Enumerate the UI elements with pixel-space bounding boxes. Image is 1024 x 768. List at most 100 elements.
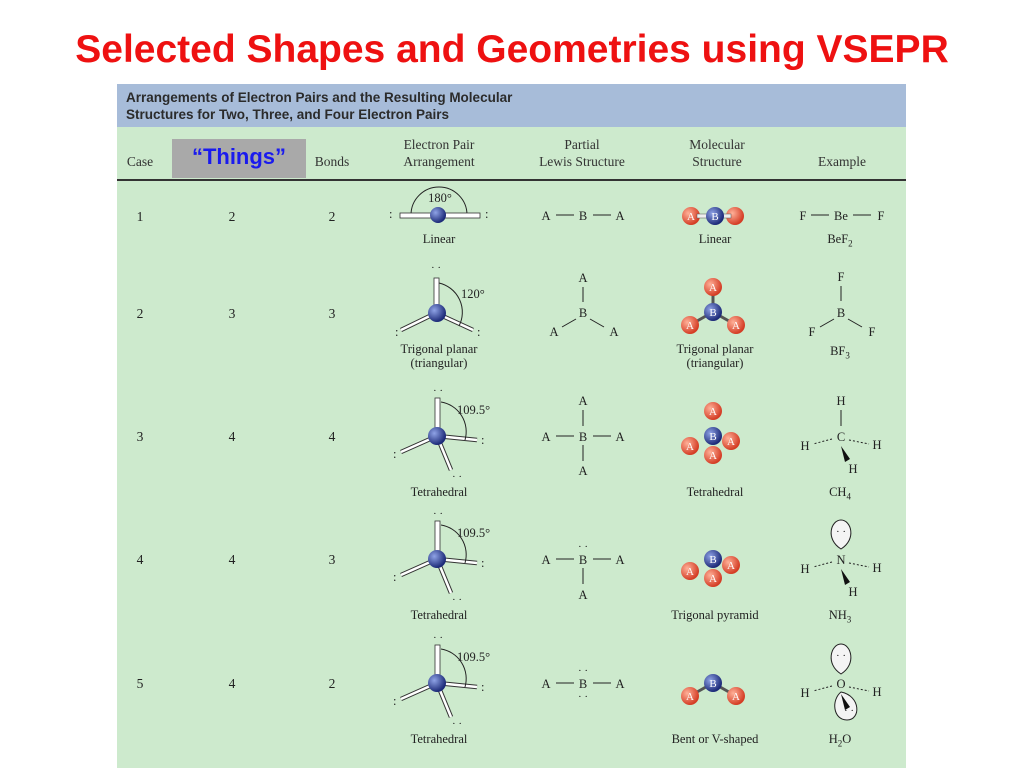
row3-example-formula: CH4 — [829, 485, 851, 502]
svg-text:· ·: · · — [433, 385, 443, 397]
header-arrangement-line2: Arrangement — [403, 154, 475, 169]
svg-text:Be: Be — [834, 209, 848, 223]
header-lewis-line2: Lewis Structure — [539, 154, 625, 169]
row4-molecular-model: B A A A — [681, 550, 740, 587]
row5-molecular-model: B A A — [681, 674, 745, 705]
row4-bonds: 3 — [328, 552, 336, 567]
svg-text:A: A — [541, 430, 550, 444]
row2-molecular-label: Trigonal planar (triangular) — [676, 342, 754, 370]
svg-text:H: H — [872, 561, 881, 575]
row1-case: 1 — [136, 209, 144, 224]
row4-arrangement-diagram: · · 109.5° : : · · — [393, 508, 490, 606]
header-molecular-line1: Molecular — [689, 137, 745, 152]
svg-text:· ·: · · — [836, 526, 846, 538]
svg-text:H: H — [872, 685, 881, 699]
row2-arrangement-diagram: · · 120° : : — [395, 262, 485, 339]
svg-text:A: A — [709, 406, 717, 418]
row1-arrangement-label: Linear — [422, 232, 456, 246]
svg-text:F: F — [809, 325, 816, 339]
svg-text:A: A — [615, 430, 624, 444]
svg-text:A: A — [732, 320, 740, 332]
header-molecular: Molecular Structure — [647, 136, 787, 170]
svg-text:A: A — [686, 441, 694, 453]
caption-line-2: Structures for Two, Three, and Four Elec… — [126, 107, 450, 122]
svg-text:N: N — [836, 553, 845, 567]
row4-lewis: · · A B A A — [541, 541, 624, 602]
row1-angle-label: 180° — [428, 191, 452, 205]
row3-arrangement-label: Tetrahedral — [410, 485, 468, 499]
svg-text:· ·: · · — [578, 691, 588, 703]
row5-angle-label: 109.5° — [457, 650, 490, 664]
row1-example-formula: BeF2 — [827, 232, 853, 249]
header-arrangement-line1: Electron Pair — [403, 137, 475, 152]
row5-molecular-label: Bent or V-shaped — [671, 732, 759, 746]
svg-text::: : — [481, 556, 484, 570]
row3-bonds: 4 — [328, 429, 336, 444]
row1-molecular-label: Linear — [698, 232, 732, 246]
svg-text:· ·: · · — [578, 665, 588, 677]
row3-molecular-model: A B A A A — [681, 402, 740, 464]
svg-text:· ·: · · — [836, 650, 846, 662]
svg-text::: : — [393, 694, 396, 708]
header-case: Case — [126, 154, 154, 169]
row2-case: 2 — [136, 306, 144, 321]
svg-text:H: H — [800, 686, 809, 700]
row3-arrangement-diagram: · · 109.5° : : · · — [393, 385, 490, 483]
svg-text:B: B — [709, 307, 716, 319]
svg-text:· ·: · · — [844, 705, 854, 717]
row5-arrangement-label: Tetrahedral — [410, 732, 468, 746]
table-caption: Arrangements of Electron Pairs and the R… — [117, 84, 906, 127]
row1-lewis: A B A — [541, 209, 624, 223]
header-things: “Things” — [191, 144, 287, 169]
svg-text:B: B — [837, 306, 845, 320]
svg-text:B: B — [579, 306, 587, 320]
svg-text:A: A — [609, 325, 618, 339]
row1-example-structure: F Be F — [800, 209, 885, 223]
svg-text:F: F — [800, 209, 807, 223]
svg-text:H: H — [800, 562, 809, 576]
row5-case: 5 — [136, 676, 144, 691]
row3-case: 3 — [136, 429, 144, 444]
caption-line-1: Arrangements of Electron Pairs and the R… — [126, 90, 513, 105]
row5-arrangement-diagram: · · 109.5° : : · · — [393, 632, 490, 730]
svg-text:· ·: · · — [578, 541, 588, 553]
row1-things: 2 — [228, 209, 236, 224]
lone-pair-dots: : — [485, 207, 488, 221]
svg-text:A: A — [686, 566, 694, 578]
row2-angle-label: 120° — [461, 287, 485, 301]
svg-text:B: B — [709, 554, 716, 566]
svg-text:A: A — [732, 691, 740, 703]
svg-text:A: A — [578, 394, 587, 408]
svg-text:O: O — [836, 677, 845, 691]
central-atom — [430, 207, 446, 223]
row4-molecular-label: Trigonal pyramid — [671, 608, 759, 622]
svg-text:B: B — [579, 553, 587, 567]
svg-text:A: A — [615, 209, 624, 223]
svg-text:C: C — [837, 430, 845, 444]
svg-text:A: A — [727, 436, 735, 448]
diagram-layer: 180° : : A B A A B F Be F — [389, 186, 885, 730]
svg-text:· ·: · · — [433, 632, 443, 644]
row5-lewis: · · A B A · · — [541, 665, 624, 703]
svg-text:B: B — [709, 678, 716, 690]
row3-molecular-label: Tetrahedral — [686, 485, 744, 499]
header-molecular-line2: Structure — [692, 154, 742, 169]
row5-bonds: 2 — [328, 676, 336, 691]
svg-text:A: A — [578, 464, 587, 478]
row4-angle-label: 109.5° — [457, 526, 490, 540]
svg-text::: : — [481, 433, 484, 447]
svg-text:B: B — [711, 211, 718, 223]
things-highlight: “Things” — [172, 139, 306, 178]
svg-text:B: B — [709, 431, 716, 443]
row4-things: 4 — [228, 552, 236, 567]
row2-lewis: A B A A — [549, 271, 618, 339]
svg-text:A: A — [549, 325, 558, 339]
row3-angle-label: 109.5° — [457, 403, 490, 417]
svg-text:A: A — [687, 211, 695, 223]
svg-text::: : — [395, 325, 398, 339]
row2-things: 3 — [228, 306, 236, 321]
svg-text:B: B — [579, 430, 587, 444]
row3-things: 4 — [228, 429, 236, 444]
page-title: Selected Shapes and Geometries using VSE… — [75, 28, 949, 71]
svg-text:· ·: · · — [452, 718, 462, 730]
